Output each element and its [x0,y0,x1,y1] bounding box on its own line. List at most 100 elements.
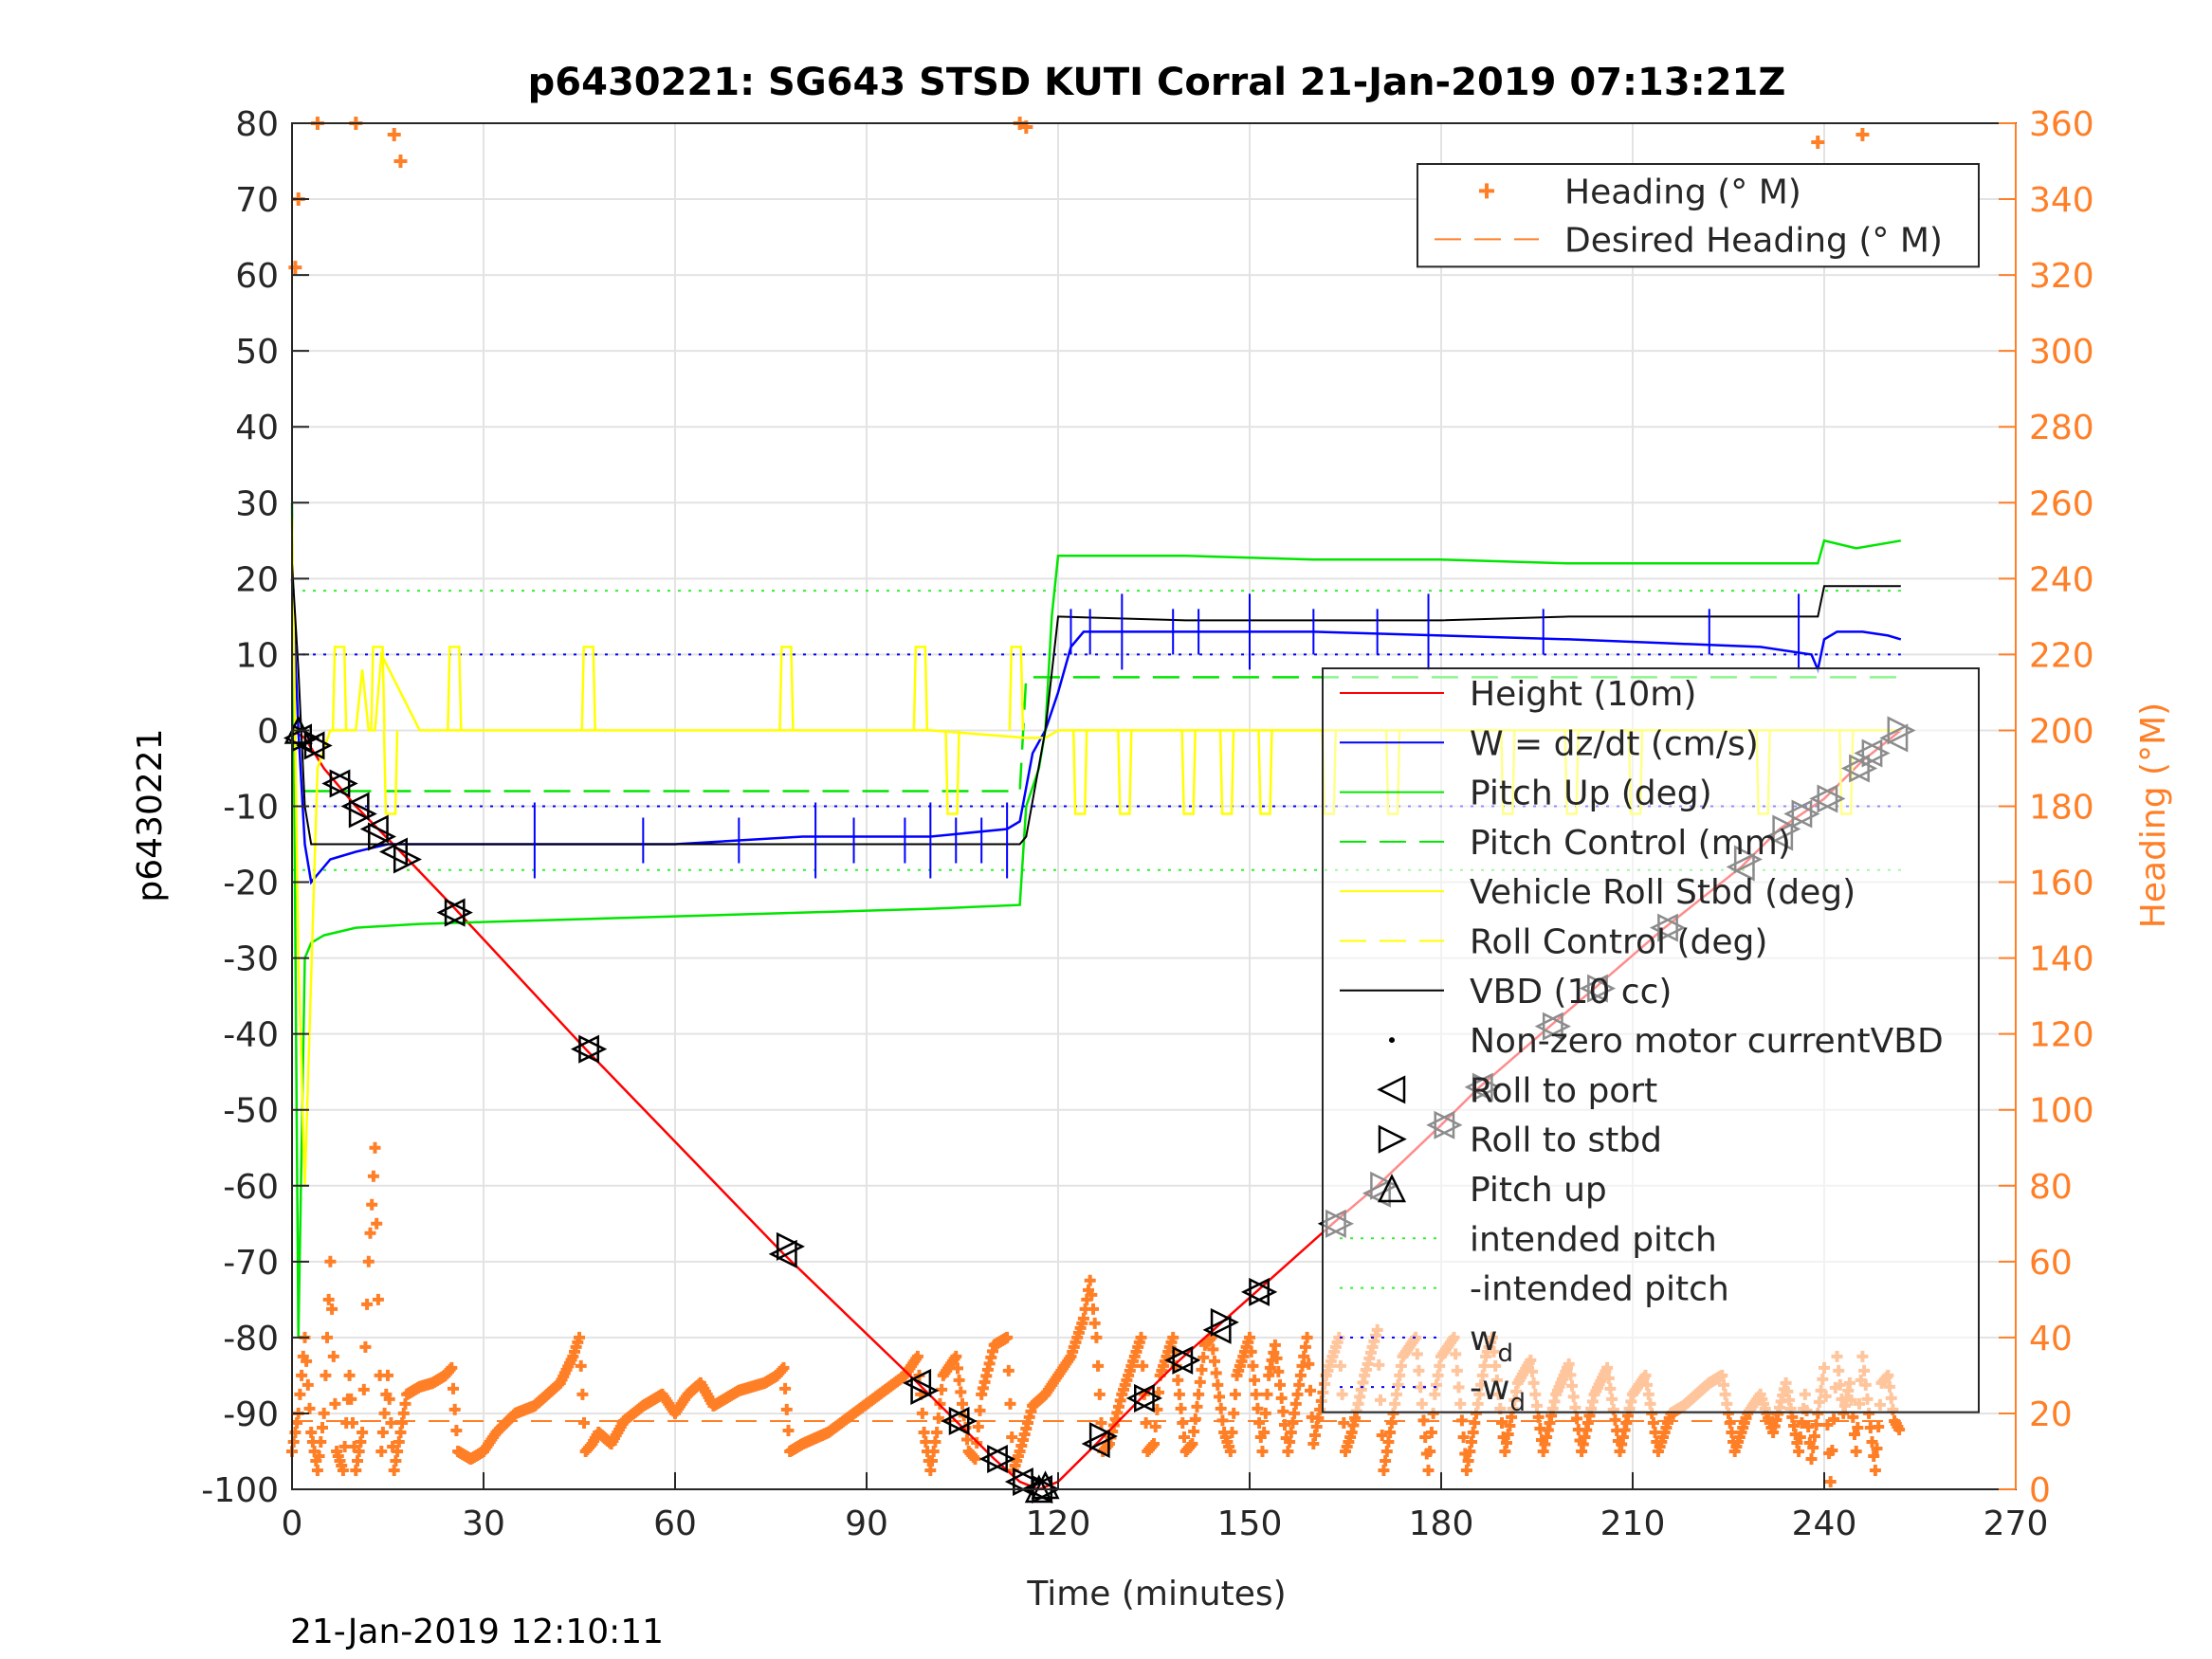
y-right-tick-label: 360 [2029,105,2094,144]
y-right-tick-label: 200 [2029,712,2094,751]
x-tick-label: 240 [1792,1504,1857,1543]
roll-spike-stbd [370,646,386,731]
y-right-tick-label: 320 [2029,257,2094,296]
roll-to-port-marker [340,792,370,821]
legend-label-text: Roll Control (deg) [1470,922,1767,961]
x-tick-label: 270 [1983,1504,2049,1543]
chart-title: p6430221: SG643 STSD KUTI Corral 21-Jan-… [528,61,1786,104]
y-tick-label: -80 [223,1320,279,1358]
legend-label-text: Pitch up [1470,1171,1607,1210]
legend-sample [1377,1174,1407,1203]
roll-spike-port [1257,730,1273,815]
roll-to-stbd-marker [578,1034,608,1064]
y-tick-label: 50 [235,333,279,372]
axes: 0 30 60 90 120 150 180 210 240 270 80 70 60 50 40 30 20 1… [201,105,2093,1543]
y-right-tick-label: 260 [2029,484,2094,523]
y-tick-label: -40 [223,1016,279,1055]
heading-marker [1811,136,1825,150]
legend-label: VBD (10 cc) [1470,973,1672,1012]
legend-label: Desired Heading (° M) [1564,221,1943,260]
roll-to-port-marker [436,898,466,927]
heading-marker [288,261,302,275]
legend-label: -intended pitch [1470,1270,1729,1309]
y-tick-label: 20 [235,560,279,599]
y-tick-label: 0 [257,712,279,751]
legend-label: Vehicle Roll Stbd (deg) [1470,873,1856,912]
series-pitch-control-mm [304,676,1901,793]
y-right-tick-label: 0 [2029,1471,2051,1510]
y-right-tick-label: 280 [2029,409,2094,447]
roll-spike-port [1218,730,1235,815]
legend-label: wd [1470,1320,1513,1368]
roll-spike-stbd [912,646,929,731]
roll-spike-stbd [1008,646,1025,731]
legend-label-text: Roll to stbd [1470,1121,1662,1160]
y-right-tick-label: 300 [2029,333,2094,372]
y-tick-label: 60 [235,257,279,296]
roll-to-port-marker [1240,1277,1270,1306]
y-right-axis-label: Heading (°M) [2134,702,2173,928]
roll-to-port-marker [941,1406,970,1435]
roll-to-stbd-marker [1013,1467,1042,1497]
roll-to-port-marker [903,1368,932,1397]
roll-to-stbd-marker [1249,1277,1278,1306]
roll-to-stbd-marker [348,799,377,829]
legend-label-subscript: d [1509,1389,1526,1417]
x-tick-label: 90 [845,1504,888,1543]
legend-label: Pitch Control (mm) [1470,824,1791,863]
series-vbd-10-cc [291,563,1901,846]
roll-to-port-marker [296,731,325,760]
roll-to-port-marker [1081,1429,1110,1458]
legend-label-text: -w [1470,1369,1509,1408]
y-right-tick-label: 40 [2029,1320,2073,1358]
legend-label-text: Height (10m) [1470,675,1696,714]
roll-to-port-marker [1164,1345,1194,1375]
y-tick-label: 70 [235,181,279,220]
x-tick-label: 30 [462,1504,505,1543]
y-tick-label: -10 [223,789,279,828]
legend-sample [1389,1037,1395,1044]
legend-box [1417,163,1980,268]
y-right-tick-label: 80 [2029,1168,2073,1207]
legend-label-text: VBD (10 cc) [1470,973,1672,1012]
legend-label: Pitch up [1470,1171,1607,1210]
y-tick-label: 40 [235,409,279,447]
roll-to-stbd-marker [368,822,397,851]
legend-label-text: W = dz/dt (cm/s) [1470,724,1759,763]
legend-label: Roll to port [1470,1071,1657,1110]
x-tick-label: 150 [1217,1504,1283,1543]
legend-label-text: Non-zero motor currentVBD [1470,1022,1944,1061]
x-tick-label: 120 [1026,1504,1091,1543]
y-tick-label: -50 [223,1092,279,1131]
y-axis-label: p6430221 [131,728,170,902]
legend-label-text: Vehicle Roll Stbd (deg) [1470,873,1856,912]
y-tick-label: -20 [223,865,279,903]
legend-label-text: Heading (° M) [1564,173,1801,211]
y-tick-label: -90 [223,1395,279,1434]
roll-to-stbd-marker [1210,1307,1239,1337]
legend-label-text: Desired Heading (° M) [1564,221,1943,260]
roll-to-port-marker [768,1239,797,1268]
legend-label: Height (10m) [1470,675,1696,714]
roll-to-stbd-marker [776,1231,805,1261]
y-tick-label: 30 [235,484,279,523]
roll-to-stbd-marker [1088,1421,1118,1450]
legend-label: Roll to stbd [1470,1121,1662,1160]
y-right-tick-label: 140 [2029,940,2094,979]
heading-marker [387,128,401,142]
legend-label: W = dz/dt (cm/s) [1470,724,1759,763]
legend-label: Non-zero motor currentVBD [1470,1022,1944,1061]
x-tick-label: 180 [1409,1504,1474,1543]
pitch-up-marker [1031,1470,1060,1500]
y-right-tick-label: 60 [2029,1244,2073,1283]
y-right-tick-label: 160 [2029,865,2094,903]
heading-marker [1856,128,1870,142]
roll-spike-port [944,730,960,815]
roll-to-stbd-marker [910,1376,940,1405]
roll-spike-stbd [778,646,795,731]
roll-to-port-marker [321,769,351,798]
reference-lines [292,590,1901,1422]
roll-to-port-marker [1125,1383,1155,1413]
roll-spike-port [1180,730,1197,815]
legend-label-text: Pitch Control (mm) [1470,824,1791,863]
